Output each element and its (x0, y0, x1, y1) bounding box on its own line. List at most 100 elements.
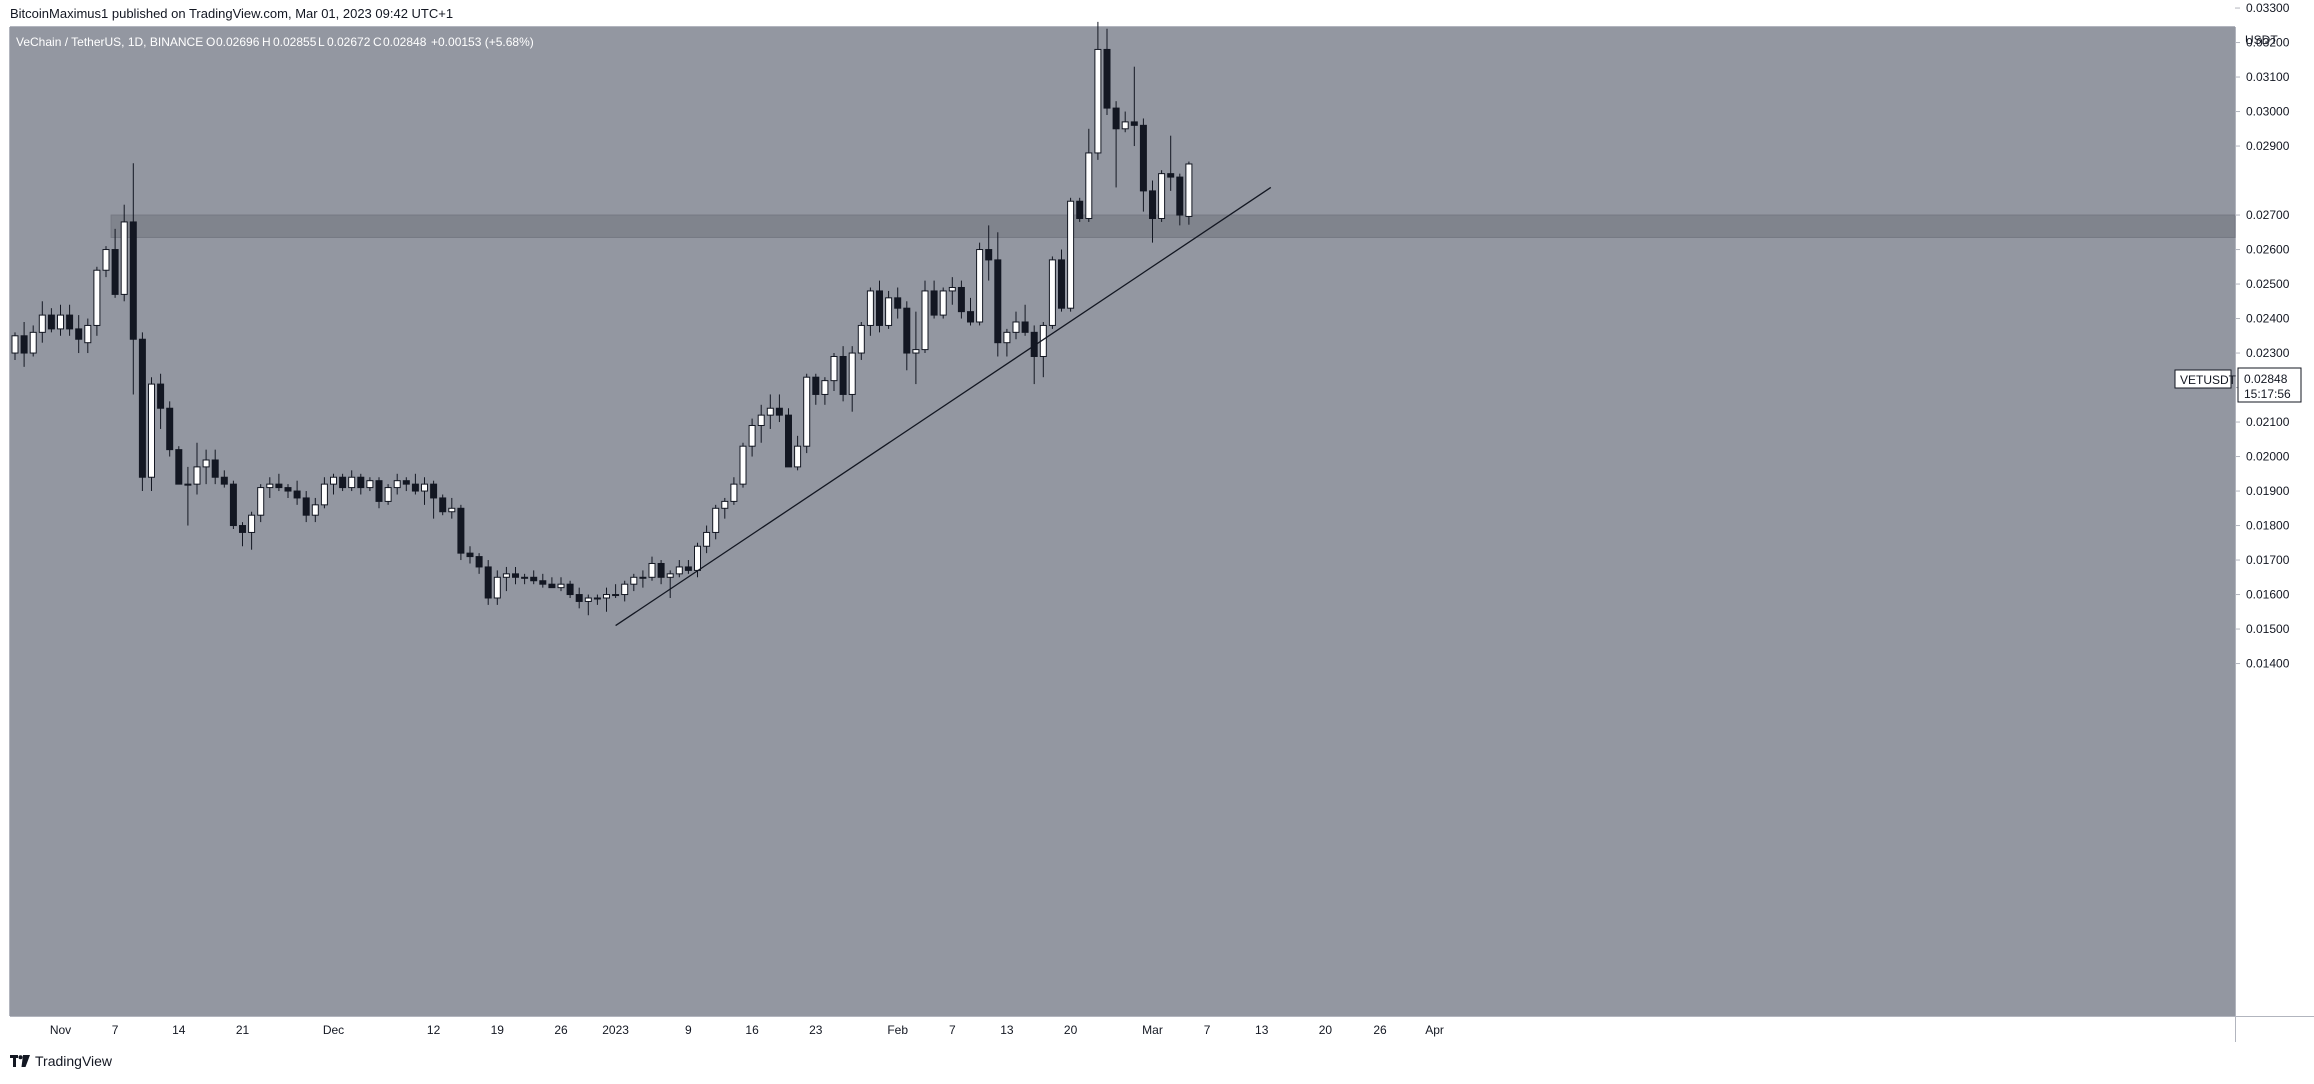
candle (1130, 66, 1138, 147)
tradingview-logo[interactable]: TradingView (10, 1051, 112, 1071)
candle-body-bearish (229, 483, 237, 527)
candle (166, 401, 174, 457)
candle-body-bearish (475, 556, 483, 568)
candle (703, 525, 711, 554)
candle-body-bearish (1076, 200, 1084, 219)
candle-body-bearish (775, 407, 783, 416)
candle-body-bullish (1094, 48, 1102, 154)
candle (266, 477, 274, 498)
candle-body-bullish (1012, 321, 1020, 333)
candle-body-bearish (785, 414, 792, 468)
candle (20, 321, 28, 367)
candle-body-bullish (1067, 200, 1075, 309)
candle (1176, 173, 1184, 226)
candle-body-bullish (29, 331, 37, 354)
candle (994, 232, 1002, 357)
candle (939, 287, 947, 319)
candle-body-bullish (712, 507, 720, 533)
candle-body-bearish (66, 314, 74, 330)
candle (894, 287, 902, 319)
price-axis-currency: USDT (2245, 33, 2278, 47)
candle (612, 584, 620, 598)
candle (1048, 256, 1056, 329)
legend-h-value: 0.02855 (273, 35, 317, 49)
candle-body-bullish (976, 249, 984, 323)
legend-o-label: O (206, 35, 215, 49)
price-tick-label: 0.01700 (2246, 553, 2290, 567)
legend-symbol: VeChain / TetherUS, 1D, BINANCE (16, 35, 203, 49)
candle-body-bearish (220, 476, 228, 485)
candle (1085, 128, 1093, 222)
candle (912, 311, 920, 385)
time-tick-label: 16 (745, 1023, 759, 1037)
candle-body-bearish (239, 525, 246, 533)
legend-l-value: 0.02672 (327, 35, 371, 49)
candle (730, 477, 738, 505)
candle-body-bearish (339, 476, 347, 489)
candle-body-bullish (148, 383, 155, 478)
time-tick-label: 26 (1373, 1023, 1387, 1037)
candle-body-bullish (603, 594, 610, 599)
candle-body-bullish (330, 476, 337, 485)
candle (138, 332, 146, 492)
candle-body-bearish (75, 328, 83, 340)
candle-body-bullish (493, 576, 501, 599)
publish-caption: BitcoinMaximus1 published on TradingView… (10, 6, 454, 21)
candle-body-bullish (202, 459, 210, 468)
time-tick-label: 20 (1319, 1023, 1333, 1037)
candle-body-bearish (357, 476, 365, 489)
candle (411, 473, 419, 495)
time-tick-label: 13 (1000, 1023, 1014, 1037)
legend-o-value: 0.02696 (216, 35, 260, 49)
candle (967, 297, 974, 326)
candle (284, 484, 292, 498)
price-tick-label: 0.01500 (2246, 622, 2290, 636)
candle-body-bullish (257, 487, 265, 516)
candle-body-bullish (666, 573, 674, 578)
candle (557, 577, 565, 592)
candle-body-bullish (393, 480, 401, 489)
candle-body-bearish (157, 383, 165, 409)
candle-body-bullish (948, 286, 956, 292)
last-price-marker: VETUSDT 0.02848 15:17:56 (2174, 367, 2302, 403)
candle (675, 560, 683, 578)
candle-body-bullish (939, 290, 947, 316)
candle (1076, 197, 1084, 222)
candle (330, 473, 337, 495)
time-axis-bar[interactable] (10, 1016, 2235, 1042)
price-axis-bar[interactable] (2235, 27, 2314, 1042)
candle (47, 308, 55, 333)
candle (311, 497, 319, 523)
candle (1021, 304, 1029, 336)
candle (712, 504, 720, 540)
price-tick-label: 0.01800 (2246, 519, 2290, 533)
candle-body-bullish (120, 221, 128, 295)
candle-body-bullish (639, 576, 647, 579)
candle-body-bullish (1048, 259, 1056, 326)
candle (603, 587, 610, 612)
candle-body-bearish (47, 314, 55, 330)
candle-body-bullish (748, 424, 756, 447)
candle-body-bullish (102, 249, 110, 271)
candle (1067, 197, 1075, 312)
candle (211, 449, 219, 485)
candle (75, 315, 83, 354)
candle (275, 473, 283, 492)
price-tick-label: 0.03200 (2246, 36, 2290, 50)
plot-area[interactable] (10, 27, 2235, 1016)
candle-body-bearish (894, 297, 902, 309)
candle (803, 373, 811, 454)
candle (1139, 118, 1147, 212)
candle-body-bearish (175, 449, 183, 485)
candle (66, 304, 74, 336)
legend-l-label: L (318, 35, 325, 49)
candle (84, 318, 92, 354)
candle-body-bullish (739, 445, 747, 485)
candle-body-bullish (521, 576, 529, 579)
time-tick-label: Feb (887, 1023, 908, 1037)
candle (439, 494, 447, 516)
legend-c-label: C (373, 35, 382, 49)
candle (657, 560, 665, 585)
candle-body-bearish (957, 286, 965, 313)
